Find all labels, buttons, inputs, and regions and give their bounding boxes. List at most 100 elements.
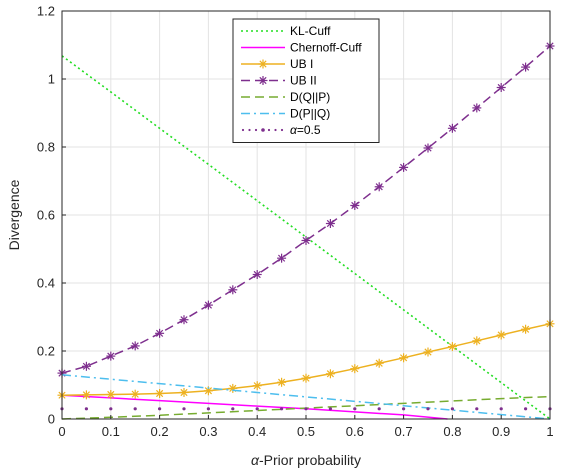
series-6-point-1 — [84, 407, 88, 411]
series-6-point-2 — [109, 407, 113, 411]
series-6-point-4 — [158, 407, 162, 411]
series-2-point-12 — [350, 364, 360, 374]
legend-label-5: D(P||Q) — [290, 107, 330, 121]
x-axis-title-text: -Prior probability — [259, 452, 361, 468]
legend-swatch-6 — [241, 128, 284, 132]
series-3-point-13 — [374, 182, 384, 192]
series-line-3 — [61, 45, 551, 374]
series-3-point-14 — [399, 162, 409, 172]
series-3-point-17 — [472, 103, 482, 113]
legend-item-1: Chernoff-Cuff — [241, 41, 362, 55]
series-layer — [57, 41, 555, 420]
series-6-point-14 — [402, 407, 406, 411]
series-6-point-12 — [353, 407, 357, 411]
series-line-0 — [61, 55, 551, 420]
series-6-point-6 — [206, 407, 210, 411]
series-2-point-10 — [301, 373, 311, 383]
legend-label-3: UB II — [290, 74, 317, 88]
series-2-point-4 — [155, 389, 165, 398]
series-6-point-18 — [499, 407, 503, 411]
series-5 — [61, 374, 551, 420]
legend-item-5: D(P||Q) — [241, 107, 330, 121]
legend-label-6-text: =0.5 — [297, 123, 321, 137]
series-3-point-16 — [447, 123, 457, 133]
series-line-1 — [61, 394, 448, 420]
series-6-point-17 — [475, 407, 479, 411]
legend-item-0: KL-Cuff — [241, 24, 331, 38]
series-3-point-1 — [81, 361, 91, 371]
series-6-point-11 — [328, 407, 332, 411]
series-2-point-14 — [399, 353, 409, 363]
series-2-point-5 — [179, 387, 189, 397]
series-3-point-6 — [203, 300, 213, 310]
series-2-point-1 — [81, 390, 91, 400]
axis-ticks: 0 0.1 0.2 0.3 0.4 0.5 0.6 0.7 0.8 0.9 1 0 0.2 0.4 0.6 0… — [37, 4, 554, 440]
y-tick-label-5: 1 — [48, 72, 55, 87]
series-6-point-13 — [377, 407, 381, 411]
legend-label-1: Chernoff-Cuff — [290, 41, 362, 55]
legend-label-4: D(Q||P) — [290, 90, 330, 104]
legend-label-6: α=0.5 — [290, 123, 321, 137]
x-axis-title-alpha: α — [251, 452, 260, 468]
y-tick-label-6: 1.2 — [37, 4, 55, 19]
y-tick-label-0: 0 — [48, 412, 55, 427]
series-6-point-5 — [182, 407, 186, 411]
series-3-point-12 — [350, 200, 360, 210]
series-line-5 — [61, 374, 551, 420]
series-2-point-11 — [325, 369, 335, 379]
series-3-point-4 — [155, 328, 165, 338]
legend: KL-Cuff Chernoff-Cuff UB I UB II D(Q||P) D(P|… — [232, 18, 380, 143]
series-2-point-18 — [496, 330, 506, 340]
series-6-point-8 — [255, 407, 259, 411]
y-axis-title: Divergence — [6, 179, 22, 250]
legend-label-6-alpha: α — [290, 123, 298, 137]
x-tick-label-6: 0.6 — [346, 424, 364, 439]
legend-label-2: UB I — [290, 57, 313, 71]
x-tick-label-9: 0.9 — [492, 424, 510, 439]
x-axis-title: α-Prior probability — [251, 452, 361, 468]
series-2-point-7 — [228, 383, 238, 393]
series-3-point-11 — [325, 219, 335, 228]
y-tick-label-1: 0.2 — [37, 344, 55, 359]
y-tick-label-4: 0.8 — [37, 140, 55, 155]
x-tick-label-1: 0.1 — [102, 424, 120, 439]
x-tick-label-4: 0.4 — [248, 424, 266, 439]
series-2-point-16 — [447, 342, 457, 352]
series-6-point-16 — [450, 407, 454, 411]
legend-marker-3 — [258, 76, 268, 85]
x-tick-label-5: 0.5 — [297, 424, 315, 439]
series-2-point-3 — [130, 389, 140, 399]
legend-item-2: UB I — [241, 57, 313, 71]
series-6 — [60, 407, 552, 411]
series-2-point-15 — [423, 347, 433, 357]
series-3 — [57, 41, 555, 378]
series-3-point-9 — [277, 253, 287, 263]
series-0 — [61, 55, 551, 420]
series-3-point-10 — [301, 236, 311, 245]
series-3-point-3 — [130, 341, 140, 351]
x-tick-label-0: 0 — [58, 424, 65, 439]
series-6-point-9 — [280, 407, 284, 411]
legend-item-3: UB II — [241, 74, 317, 88]
series-2-point-2 — [106, 390, 116, 400]
legend-label-0: KL-Cuff — [290, 24, 331, 38]
x-tick-label-10: 1 — [546, 424, 553, 439]
x-tick-label-3: 0.3 — [199, 424, 217, 439]
x-tick-label-8: 0.8 — [443, 424, 461, 439]
series-1 — [61, 394, 448, 420]
y-tick-label-3: 0.6 — [37, 208, 55, 223]
series-3-point-15 — [423, 143, 433, 153]
series-3-point-18 — [496, 83, 506, 92]
series-3-point-19 — [521, 62, 531, 72]
legend-item-6: α=0.5 — [241, 123, 321, 137]
series-3-point-2 — [106, 351, 116, 361]
x-tick-label-2: 0.2 — [151, 424, 169, 439]
x-tick-label-7: 0.7 — [395, 424, 413, 439]
series-6-point-15 — [426, 407, 430, 411]
series-6-point-10 — [304, 407, 308, 411]
series-2-point-19 — [521, 324, 531, 334]
legend-item-4: D(Q||P) — [241, 90, 330, 104]
series-6-point-3 — [133, 407, 137, 411]
series-3-point-8 — [252, 270, 262, 279]
